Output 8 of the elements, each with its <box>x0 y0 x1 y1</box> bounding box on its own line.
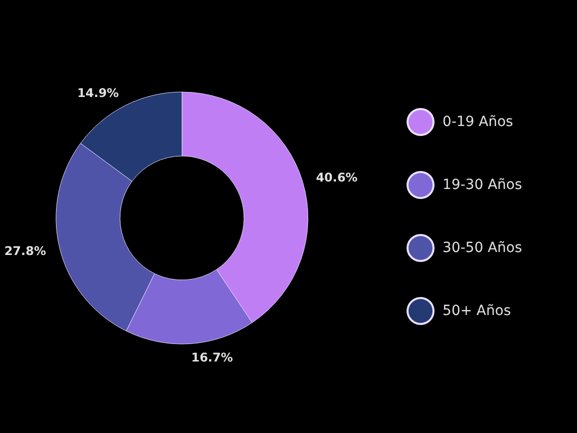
data-label: 16.7% <box>191 350 233 365</box>
legend-label: 50+ Años <box>442 303 511 319</box>
data-label: 14.9% <box>77 86 119 100</box>
legend-label: 19-30 Años <box>442 177 522 193</box>
data-label: 27.8% <box>4 244 46 258</box>
legend-label: 30-50 Años <box>442 240 522 256</box>
legend-label: 0-19 Años <box>442 114 514 130</box>
data-label: 40.6% <box>316 170 358 184</box>
